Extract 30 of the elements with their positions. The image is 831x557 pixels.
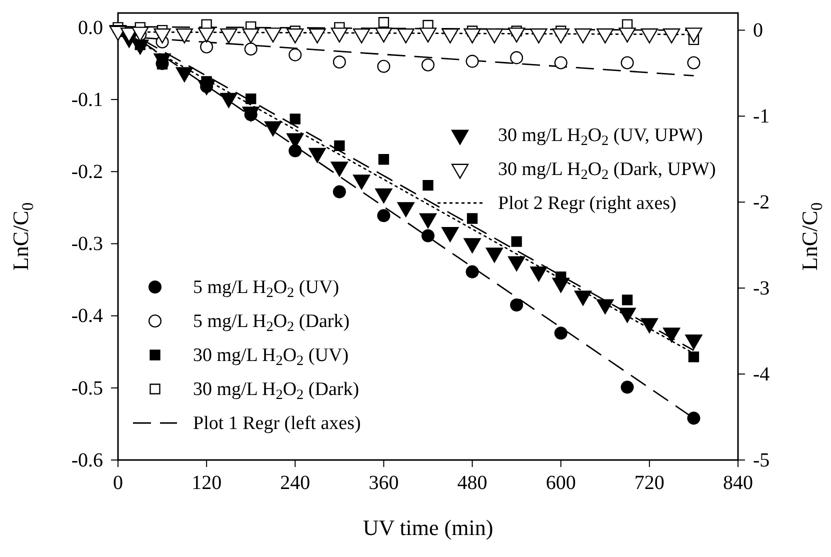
- y-tick-label: -0.6: [71, 449, 103, 472]
- legend-label: 5 mg/L H$_{2}$O$_{2}$ (Dark): [193, 311, 350, 336]
- legend-label: 30 mg/L H$_{2}$O$_{2}$ (UV): [193, 345, 349, 370]
- x-tick-label: 360: [368, 472, 399, 494]
- x-tick-label: 840: [723, 472, 753, 494]
- y-tick-label: 0.0: [78, 16, 103, 39]
- legend-label: 30 mg/L H$_{2}$O$_{2}$ (Dark, UPW): [498, 159, 716, 184]
- y-tick-label: -0.5: [71, 377, 103, 400]
- y-tick-label: -0.2: [71, 161, 103, 184]
- x-tick-label: 480: [457, 472, 488, 494]
- y-tick-label: -0.1: [71, 88, 103, 111]
- y2-tick-label: -5: [753, 449, 770, 472]
- legend-label: 30 mg/L H$_{2}$O$_{2}$ (UV, UPW): [498, 125, 703, 150]
- y-tick-label: -0.4: [71, 305, 103, 328]
- y2-tick-label: -1: [753, 106, 770, 128]
- x-tick-label: 240: [280, 472, 310, 494]
- y2-tick-label: -2: [753, 192, 770, 214]
- legend-label: 5 mg/L H$_{2}$O$_{2}$ (UV): [193, 277, 340, 302]
- legend-label: Plot 2 Regr (right axes): [498, 193, 676, 214]
- x-tick-label: 600: [546, 472, 576, 494]
- legend-label: 30 mg/L H$_{2}$O$_{2}$ (Dark): [193, 379, 360, 404]
- y-tick-label: -0.3: [71, 233, 103, 256]
- y2-tick-label: 0: [753, 20, 763, 42]
- x-tick-label: 0: [113, 472, 123, 494]
- x-tick-label: 120: [192, 472, 222, 494]
- x-axis-title: UV time (min): [362, 515, 494, 540]
- y2-tick-label: -4: [753, 363, 770, 386]
- legend-label: Plot 1 Regr (left axes): [193, 413, 361, 434]
- y2-tick-label: -3: [753, 277, 770, 300]
- x-tick-label: 720: [634, 472, 664, 494]
